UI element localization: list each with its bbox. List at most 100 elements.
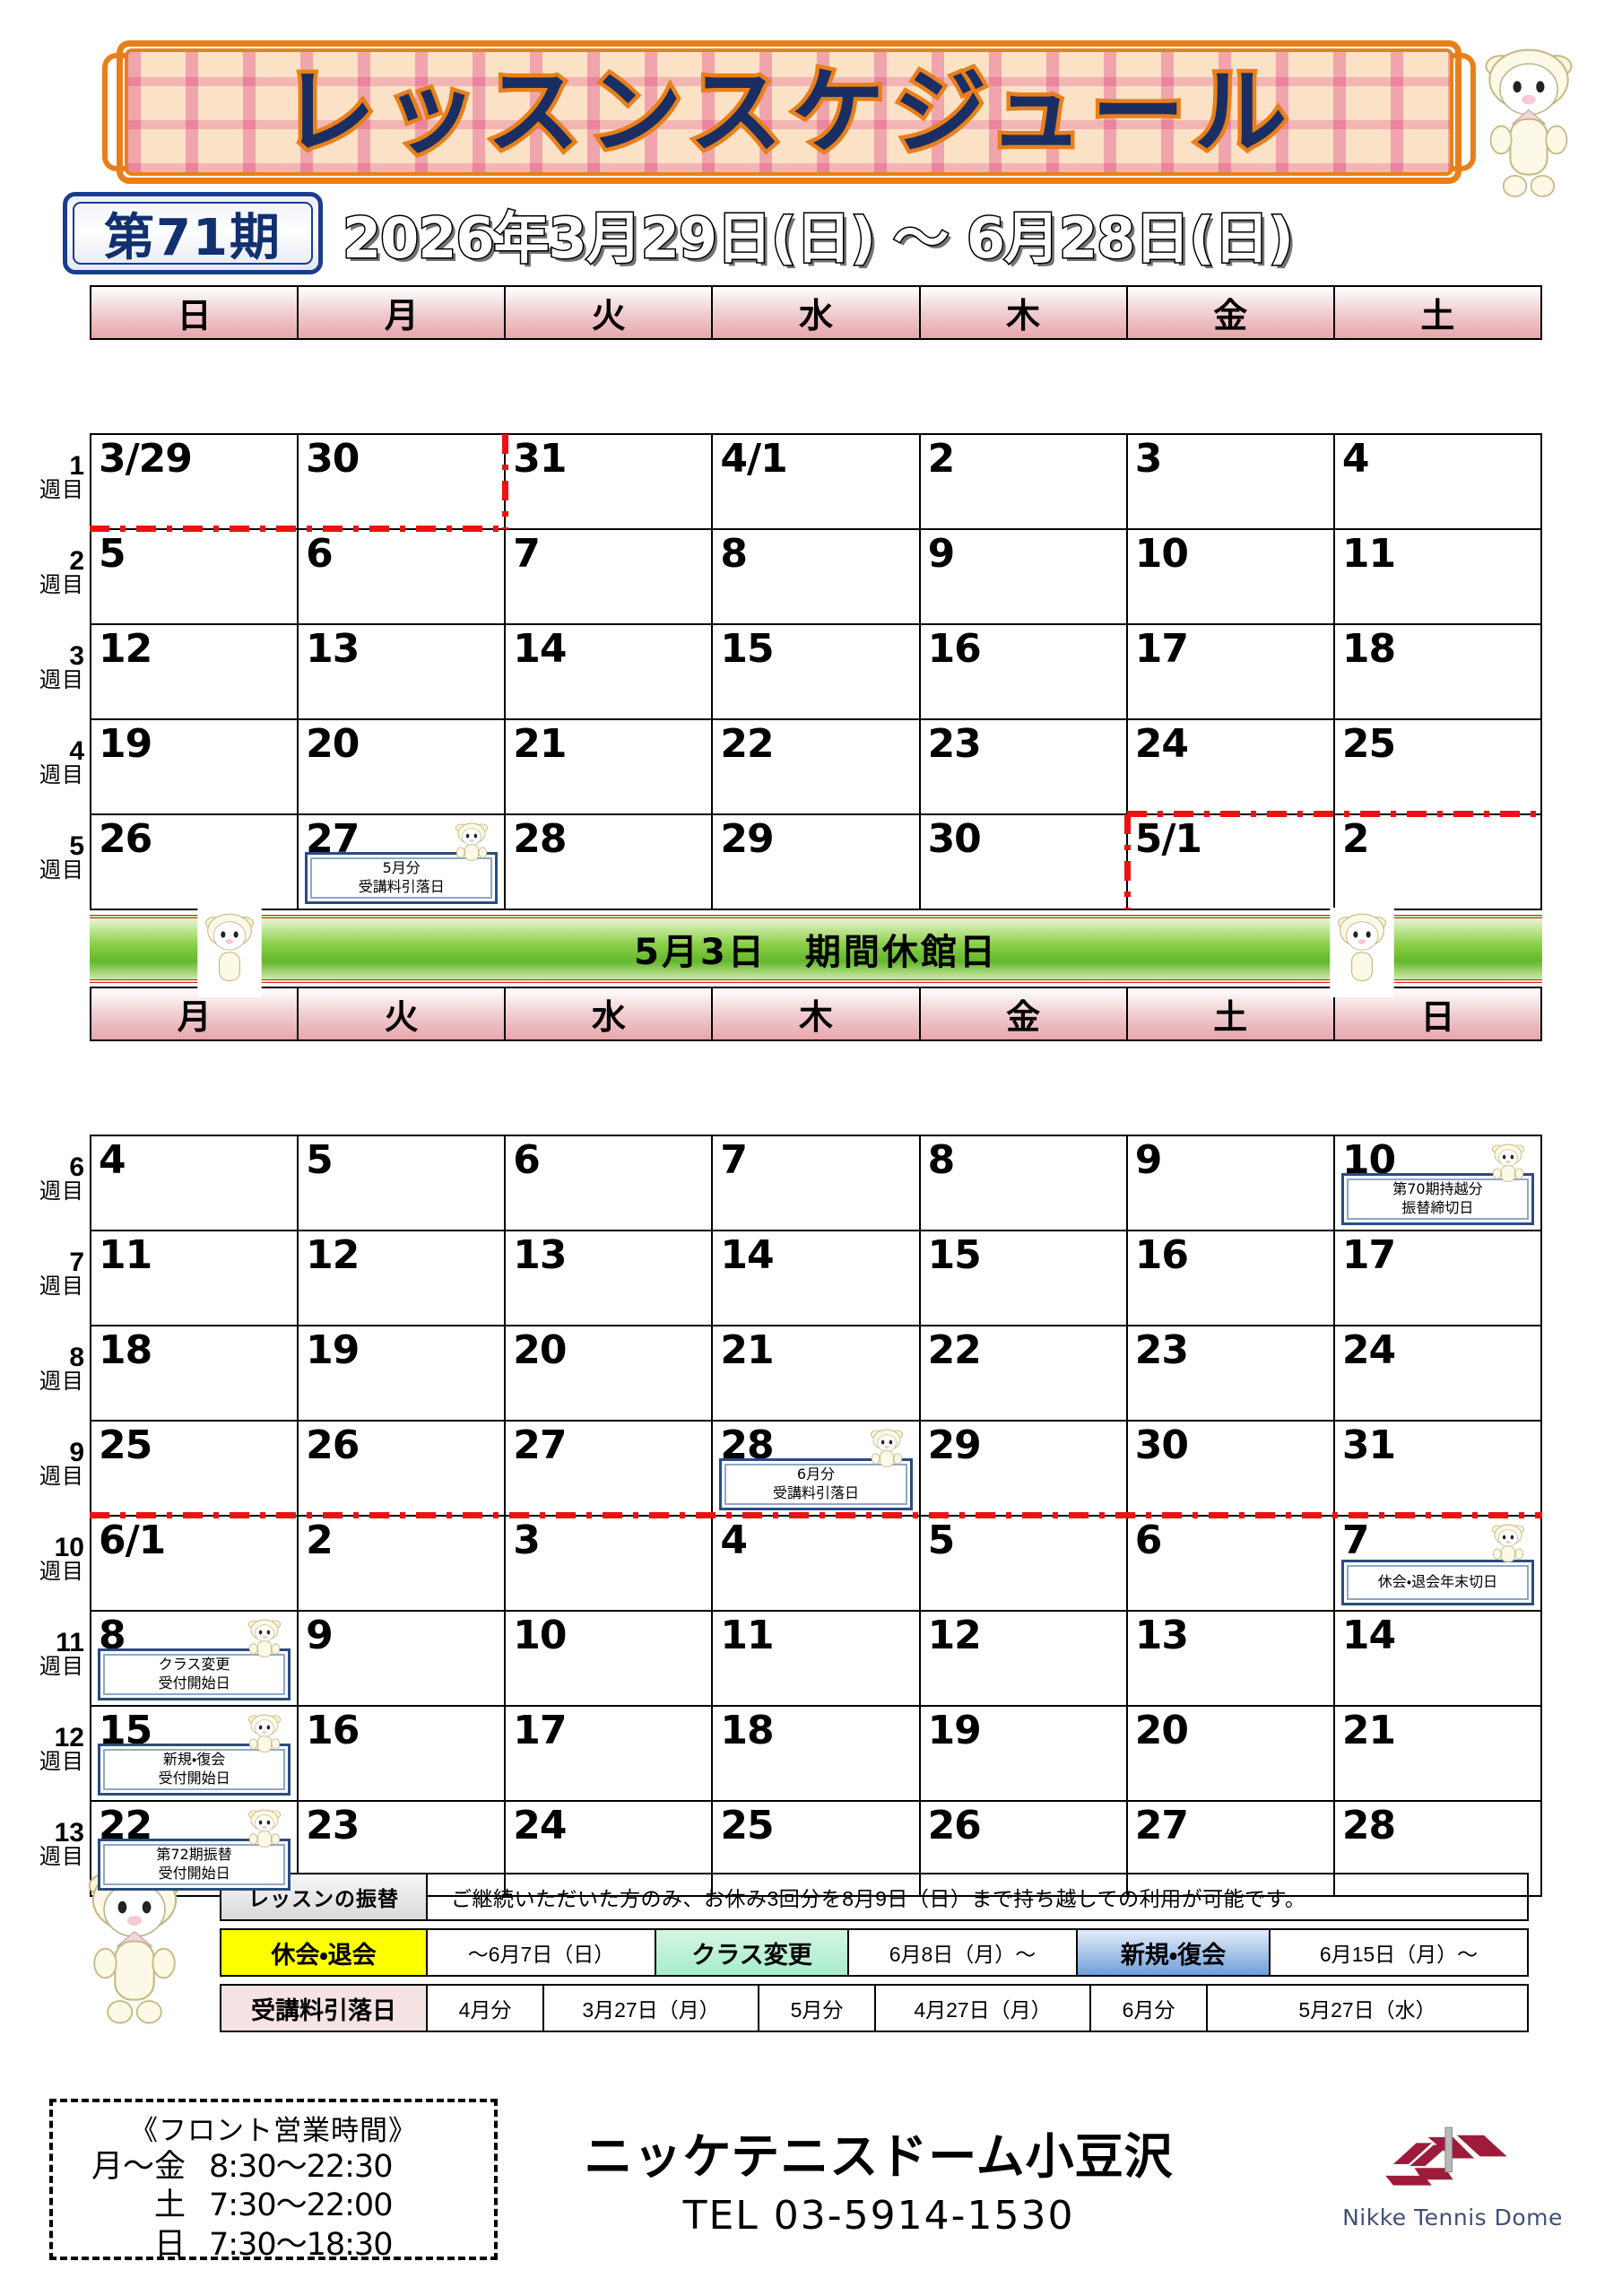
calendar-day-cell[interactable]: 29 xyxy=(711,813,921,910)
calendar-day-cell[interactable]: 16 xyxy=(297,1705,507,1802)
calendar-day-cell[interactable]: 30 xyxy=(297,433,507,530)
calendar-day-cell[interactable]: 15 xyxy=(918,1230,1128,1326)
calendar-day-cell[interactable]: 10 xyxy=(1125,528,1335,625)
calendar-day-cell[interactable]: 26 xyxy=(297,1420,507,1517)
calendar-day-cell[interactable]: 22 xyxy=(711,718,921,815)
calendar-day-cell[interactable]: 28 xyxy=(504,813,714,910)
day-number: 22 xyxy=(927,1327,982,1373)
calendar-day-cell[interactable]: 21 xyxy=(1332,1705,1543,1802)
calendar-day-cell[interactable]: 17 xyxy=(1332,1230,1543,1326)
calendar-day-cell[interactable]: 29 xyxy=(918,1420,1128,1517)
calendar-day-cell[interactable]: 31 xyxy=(504,433,714,530)
calendar-day-cell[interactable]: 10 第70期持越分 振替締切日 xyxy=(1332,1135,1543,1231)
calendar-note-line: 受付開始日 xyxy=(158,1865,230,1883)
calendar-day-cell[interactable]: 13 xyxy=(504,1230,714,1326)
week-unit: 週目 xyxy=(39,1465,84,1489)
calendar-day-cell[interactable]: 24 xyxy=(1332,1325,1543,1422)
calendar-day-cell[interactable]: 10 xyxy=(504,1610,714,1707)
calendar-day-cell[interactable]: 19 xyxy=(918,1705,1128,1802)
calendar-day-cell[interactable]: 19 xyxy=(297,1325,507,1422)
calendar-day-cell[interactable]: 31 xyxy=(1332,1420,1543,1517)
weekday-header-row-1: 日 月 火 水 木 金 土 xyxy=(89,285,1543,340)
calendar-day-cell[interactable]: 7 xyxy=(504,528,714,625)
calendar-day-cell[interactable]: 5/1 xyxy=(1125,813,1335,910)
calendar-day-cell[interactable]: 18 xyxy=(89,1325,299,1422)
calendar-day-cell[interactable]: 25 xyxy=(89,1420,299,1517)
status-value-leave: ～6月7日（日） xyxy=(426,1928,656,1977)
calendar-day-cell[interactable]: 14 xyxy=(711,1230,921,1326)
calendar-day-cell[interactable]: 30 xyxy=(918,813,1128,910)
calendar-day-cell[interactable]: 20 xyxy=(297,718,507,815)
calendar-day-cell[interactable]: 3 xyxy=(504,1515,714,1612)
calendar-day-cell[interactable]: 20 xyxy=(1125,1705,1335,1802)
calendar-day-cell[interactable]: 12 xyxy=(297,1230,507,1326)
calendar-day-cell[interactable]: 18 xyxy=(1332,623,1543,720)
calendar-day-cell[interactable]: 17 xyxy=(1125,623,1335,720)
calendar-day-cell[interactable]: 13 xyxy=(1125,1610,1335,1707)
calendar-day-cell[interactable]: 4 xyxy=(1332,433,1543,530)
day-number: 24 xyxy=(513,1803,567,1848)
calendar-day-cell[interactable]: 11 xyxy=(711,1610,921,1707)
calendar-day-cell[interactable]: 8 xyxy=(918,1135,1128,1231)
calendar-day-cell[interactable]: 5 xyxy=(918,1515,1128,1612)
calendar-day-cell[interactable]: 4/1 xyxy=(711,433,921,530)
calendar-day-cell[interactable]: 2 xyxy=(297,1515,507,1612)
calendar-day-cell[interactable]: 15 新規・復会 受付開始日 xyxy=(89,1705,299,1802)
day-number: 20 xyxy=(513,1327,567,1373)
hours-row: 月～金 8:30～22:30 xyxy=(65,2148,481,2187)
calendar-day-cell[interactable]: 6/1 xyxy=(89,1515,299,1612)
calendar-day-cell[interactable]: 20 xyxy=(504,1325,714,1422)
calendar-day-cell[interactable]: 23 xyxy=(1125,1325,1335,1422)
calendar-day-cell[interactable]: 13 xyxy=(297,623,507,720)
calendar-day-cell[interactable]: 16 xyxy=(1125,1230,1335,1326)
calendar-day-cell[interactable]: 5 xyxy=(89,528,299,625)
calendar-day-cell[interactable]: 5 xyxy=(297,1135,507,1231)
calendar-day-cell[interactable]: 11 xyxy=(89,1230,299,1326)
weekday-header: 火 xyxy=(297,987,507,1041)
calendar-day-cell[interactable]: 9 xyxy=(1125,1135,1335,1231)
calendar-day-cell[interactable]: 6 xyxy=(504,1135,714,1231)
calendar-day-cell[interactable]: 22 第72期振替 受付開始日 xyxy=(89,1800,299,1897)
calendar-day-cell[interactable]: 15 xyxy=(711,623,921,720)
calendar-day-cell[interactable]: 2 xyxy=(918,433,1128,530)
calendar-day-cell[interactable]: 14 xyxy=(1332,1610,1543,1707)
calendar-day-cell[interactable]: 2 xyxy=(1332,813,1543,910)
calendar-day-cell[interactable]: 7 xyxy=(711,1135,921,1231)
status-label-new-rejoin: 新規・復会 xyxy=(1076,1928,1271,1977)
calendar-day-cell[interactable]: 24 xyxy=(1125,718,1335,815)
calendar-week-row: 4 5 6 7 8 9 10 第70期持越分 振替締切日 xyxy=(89,1135,1543,1231)
calendar-day-cell[interactable]: 26 xyxy=(89,813,299,910)
calendar-day-cell[interactable]: 23 xyxy=(918,718,1128,815)
calendar-day-cell[interactable]: 9 xyxy=(297,1610,507,1707)
calendar-day-cell[interactable]: 16 xyxy=(918,623,1128,720)
calendar-day-cell[interactable]: 22 xyxy=(918,1325,1128,1422)
calendar-day-cell[interactable]: 30 xyxy=(1125,1420,1335,1517)
calendar-day-cell[interactable]: 14 xyxy=(504,623,714,720)
calendar-day-cell[interactable]: 11 xyxy=(1332,528,1543,625)
calendar-day-cell[interactable]: 21 xyxy=(504,718,714,815)
calendar-day-cell[interactable]: 9 xyxy=(918,528,1128,625)
calendar-day-cell[interactable]: 21 xyxy=(711,1325,921,1422)
calendar-day-cell[interactable]: 6 xyxy=(297,528,507,625)
calendar-note-line: 受付開始日 xyxy=(158,1770,230,1787)
calendar-day-cell[interactable]: 4 xyxy=(711,1515,921,1612)
calendar-day-cell[interactable]: 17 xyxy=(504,1705,714,1802)
calendar-day-cell[interactable]: 3/29 xyxy=(89,433,299,530)
calendar-day-cell[interactable]: 8 クラス変更 受付開始日 xyxy=(89,1610,299,1707)
calendar-day-cell[interactable]: 27 5月分 受講料引落日 xyxy=(297,813,507,910)
calendar-day-cell[interactable]: 8 xyxy=(711,528,921,625)
calendar-day-cell[interactable]: 18 xyxy=(711,1705,921,1802)
calendar-day-cell[interactable]: 7 休会・退会年末切日 xyxy=(1332,1515,1543,1612)
calendar-day-cell[interactable]: 4 xyxy=(89,1135,299,1231)
calendar-day-cell[interactable]: 3 xyxy=(1125,433,1335,530)
calendar-day-cell[interactable]: 19 xyxy=(89,718,299,815)
day-number: 30 xyxy=(1134,1422,1189,1468)
week-label: 9 週目 xyxy=(29,1439,84,1488)
calendar-day-cell[interactable]: 28 6月分 受講料引落日 xyxy=(711,1420,921,1517)
calendar-day-cell[interactable]: 27 xyxy=(504,1420,714,1517)
calendar-day-cell[interactable]: 25 xyxy=(1332,718,1543,815)
calendar-day-cell[interactable]: 12 xyxy=(918,1610,1128,1707)
calendar-day-cell[interactable]: 12 xyxy=(89,623,299,720)
calendar-day-cell[interactable]: 6 xyxy=(1125,1515,1335,1612)
calendar-week-row: 8 クラス変更 受付開始日 9 10 11 12 13 14 xyxy=(89,1610,1543,1707)
